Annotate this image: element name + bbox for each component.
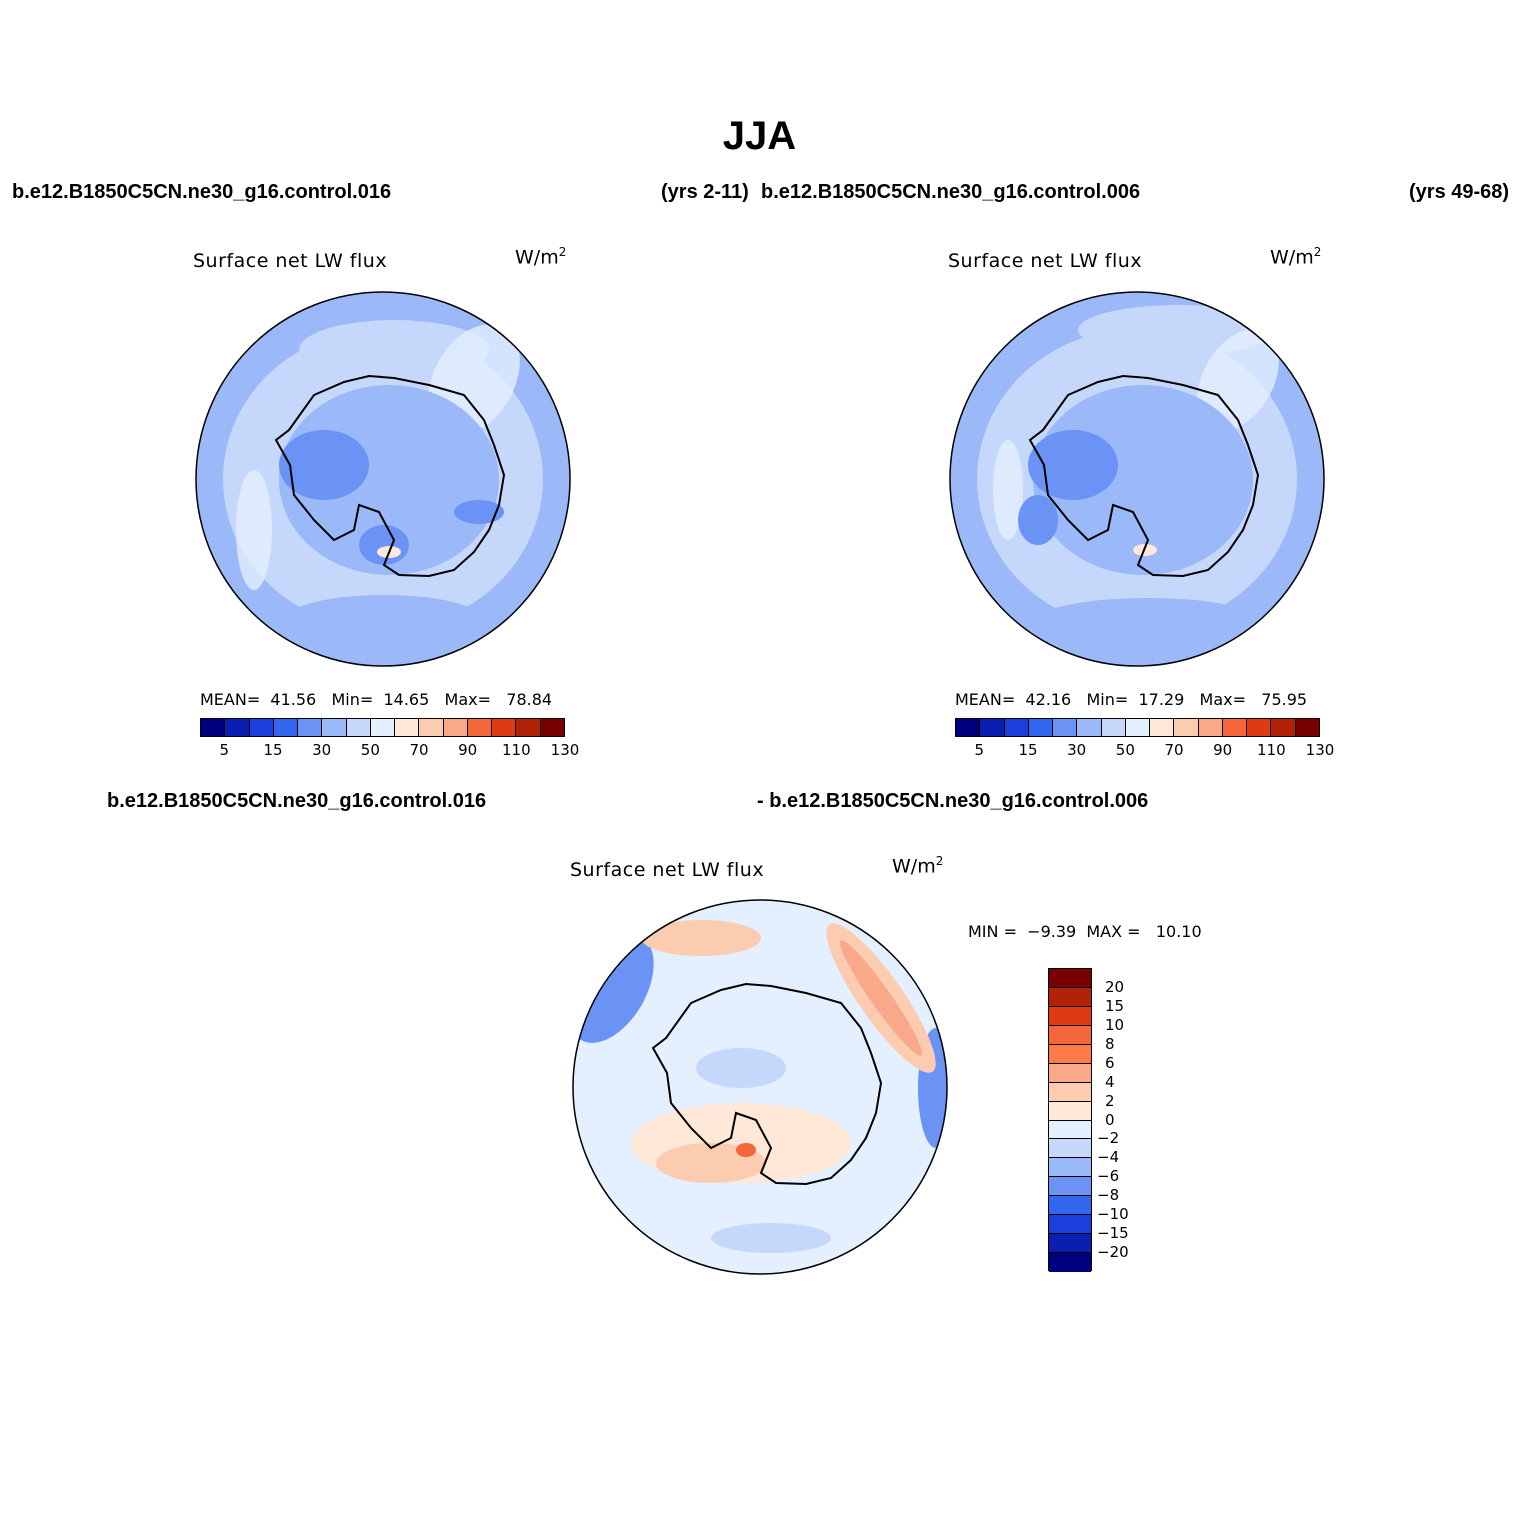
colorbar-swatch [1101,719,1126,736]
colorbar-tick-label: 10 [1105,1015,1125,1034]
colorbar-swatch [1049,987,1091,1007]
colorbar-tick-label: −20 [1097,1243,1129,1262]
colorbar-swatch [1150,719,1175,736]
case1-years: (yrs 2-11) [661,181,749,203]
colorbar-swatch [1077,719,1102,736]
panel3-colorbar [1048,968,1092,1272]
colorbar-swatch [492,719,517,736]
case1-label: b.e12.B1850C5CN.ne30_g16.control.016 [12,181,392,203]
panel2-title: Surface net LW flux [948,250,1143,272]
colorbar-tick-label: 70 [1164,741,1184,759]
panel3-stats: MIN = −9.39 MAX = 10.10 [968,922,1202,941]
colorbar-tick-label: 50 [1115,741,1135,759]
colorbar-tick-label: 15 [1018,741,1038,759]
colorbar-tick-label: 70 [409,741,429,759]
panel1-stats: MEAN= 41.56 Min= 14.65 Max= 78.84 [200,690,553,709]
colorbar-tick-label: −6 [1097,1167,1120,1186]
colorbar-swatch [1049,1196,1091,1216]
colorbar-swatch [1004,719,1029,736]
case2-years: (yrs 49-68) [1409,181,1510,203]
colorbar-swatch [1198,719,1223,736]
colorbar-swatch [201,719,226,736]
colorbar-tick-label: −4 [1097,1148,1120,1167]
colorbar-swatch [370,719,396,736]
colorbar-swatch [540,719,564,736]
colorbar-tick-label: 0 [1105,1110,1115,1129]
colorbar-tick-label: −2 [1097,1129,1120,1148]
case2-label: b.e12.B1850C5CN.ne30_g16.control.006 [761,181,1141,203]
colorbar-tick-label: −8 [1097,1186,1120,1205]
colorbar-tick-label: 110 [1257,741,1286,759]
colorbar-swatch [1295,719,1319,736]
colorbar-tick-label: 5 [974,741,985,759]
diff-left-label: b.e12.B1850C5CN.ne30_g16.control.016 [107,790,487,812]
colorbar-tick-label: 6 [1105,1053,1115,1072]
colorbar-swatch [346,719,371,736]
panel1-colorbar: 5 15 30 50 70 90 110 130 [200,718,579,759]
colorbar-tick-label: −15 [1097,1224,1129,1243]
colorbar-swatch [467,719,493,736]
colorbar-tick-label: 30 [1067,741,1087,759]
colorbar-swatch [956,719,981,736]
panel2-map [949,291,1325,667]
colorbar-tick-label: 110 [502,741,531,759]
colorbar-tick-label: 2 [1105,1091,1115,1110]
colorbar-swatch [249,719,274,736]
colorbar-swatch [443,719,468,736]
colorbar-swatch [1174,719,1199,736]
panel1-title: Surface net LW flux [193,250,388,272]
panel3-map [572,899,948,1275]
panel3-title: Surface net LW flux [570,859,765,881]
colorbar-swatch [1125,719,1151,736]
colorbar-swatch [1049,1082,1091,1102]
colorbar-swatch [1028,719,1054,736]
colorbar-swatch [298,719,323,736]
colorbar-swatch [1049,969,1091,988]
colorbar-tick-label: 90 [458,741,478,759]
panel2-units: W/m2 [1270,245,1322,269]
colorbar-tick-label: 50 [360,741,380,759]
colorbar-swatch [1247,719,1272,736]
colorbar-swatch [1049,1253,1091,1272]
colorbar-swatch [516,719,541,736]
panel1-map [195,291,571,667]
colorbar-tick-label: −10 [1097,1205,1129,1224]
panel2-stats: MEAN= 42.16 Min= 17.29 Max= 75.95 [955,690,1308,709]
panel2-colorbar: 5 15 30 50 70 90 110 130 [955,718,1334,759]
colorbar-tick-label: 4 [1105,1072,1115,1091]
colorbar-swatch [395,719,420,736]
diff-right-label: - b.e12.B1850C5CN.ne30_g16.control.006 [757,790,1149,812]
colorbar-swatch [1053,719,1078,736]
colorbar-swatch [1049,1006,1091,1026]
main-title: JJA [722,114,797,158]
colorbar-tick-label: 5 [219,741,230,759]
panel3-units: W/m2 [892,854,944,878]
panel1-units: W/m2 [515,245,567,269]
colorbar-swatch [1049,1025,1091,1045]
colorbar-tick-label: 130 [1305,741,1335,759]
colorbar-swatch [1049,1234,1091,1254]
colorbar-swatch [980,719,1005,736]
colorbar-swatch [1049,1044,1091,1064]
colorbar-swatch [1049,1158,1091,1178]
colorbar-swatch [1049,1120,1091,1140]
colorbar-swatch [1049,1177,1091,1197]
colorbar-swatch [273,719,299,736]
colorbar-swatch [1271,719,1296,736]
colorbar-swatch [1049,1063,1091,1083]
colorbar-tick-label: 20 [1105,977,1125,996]
colorbar-tick-label: 8 [1105,1034,1115,1053]
colorbar-tick-label: 15 [1105,996,1125,1015]
colorbar-swatch [1222,719,1248,736]
colorbar-tick-label: 30 [312,741,332,759]
colorbar-tick-label: 130 [550,741,580,759]
colorbar-swatch [322,719,347,736]
colorbar-swatch [1049,1215,1091,1235]
colorbar-swatch [1049,1139,1091,1159]
colorbar-tick-label: 15 [263,741,283,759]
colorbar-swatch [1049,1101,1091,1121]
colorbar-swatch [419,719,444,736]
colorbar-swatch [225,719,250,736]
colorbar-tick-label: 90 [1213,741,1233,759]
